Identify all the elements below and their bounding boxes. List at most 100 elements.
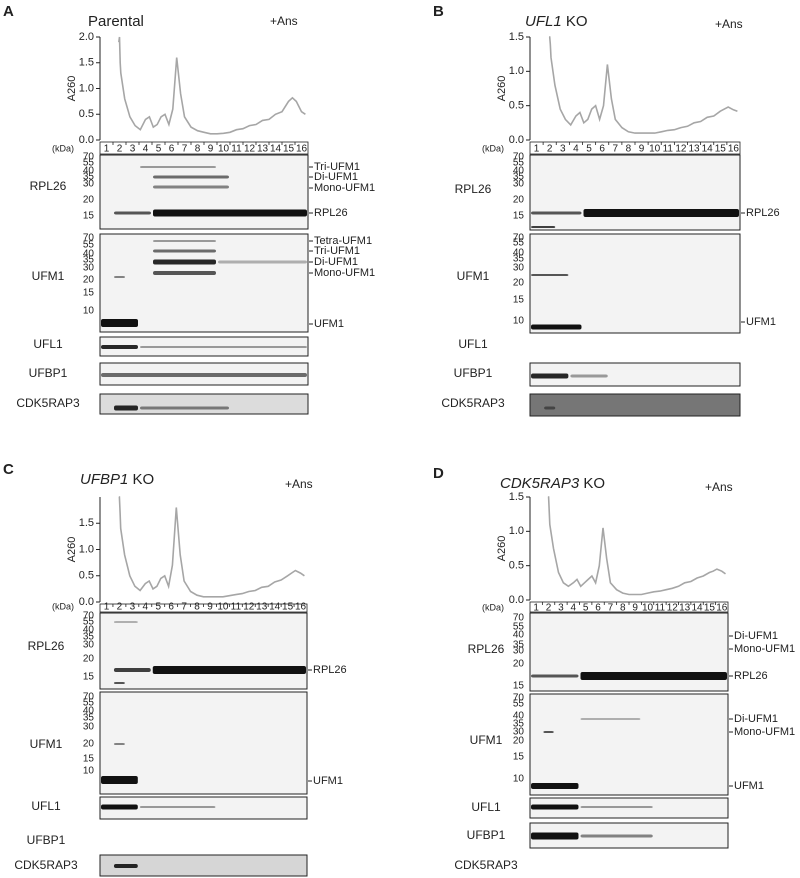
- kda-marker: 35: [83, 713, 95, 724]
- band: [543, 731, 554, 733]
- blot-name: UFBP1: [454, 366, 493, 380]
- lane-number: 9: [207, 602, 213, 613]
- kda-marker: 70: [83, 611, 95, 622]
- y-tick-label: 1.0: [79, 82, 94, 94]
- lane-number: 8: [620, 603, 626, 614]
- annotation: +Ans: [285, 477, 313, 491]
- band-label: Di-UFM1: [314, 171, 358, 183]
- blot-name: RPL26: [30, 179, 67, 193]
- lane-number: 16: [728, 144, 740, 155]
- blot-name: UFBP1: [467, 828, 506, 842]
- band: [153, 259, 216, 265]
- lane-number: 2: [117, 602, 123, 613]
- kda-marker: 40: [513, 166, 525, 177]
- band-label: Di-UFM1: [734, 630, 778, 642]
- band-label: UFM1: [313, 775, 343, 787]
- kda-marker: 30: [513, 646, 525, 657]
- band-label: RPL26: [314, 207, 348, 219]
- band-label: Tetra-UFM1: [314, 235, 372, 247]
- blot-name: UFM1: [457, 269, 490, 283]
- annotation: +Ans: [715, 17, 743, 31]
- band: [113, 682, 125, 684]
- profile-line: [547, 496, 726, 596]
- lane-number: 4: [143, 144, 149, 155]
- kda-marker: 35: [513, 640, 525, 651]
- kda-marker: 10: [83, 306, 95, 317]
- kda-marker: 55: [83, 617, 95, 628]
- panel-title: CDK5RAP3 KO: [500, 475, 605, 492]
- y-tick-label: 1.5: [509, 491, 524, 503]
- band: [114, 211, 151, 215]
- lane-number: 15: [704, 603, 716, 614]
- lane-number: 7: [613, 144, 619, 155]
- y-tick-label: 0.0: [509, 134, 524, 146]
- band-label: RPL26: [313, 664, 347, 676]
- band: [140, 166, 216, 168]
- band: [114, 405, 138, 411]
- kda-marker: 20: [83, 195, 95, 206]
- kda-marker: 20: [513, 195, 525, 206]
- band-label: UFM1: [734, 780, 764, 792]
- lane-number: 10: [649, 144, 661, 155]
- lane-number: 13: [689, 144, 701, 155]
- band-label: Mono-UFM1: [314, 267, 375, 279]
- blot-name: UFBP1: [27, 833, 66, 847]
- lane-number: 12: [667, 603, 679, 614]
- kda-marker: 15: [83, 211, 95, 222]
- lane-number: 5: [155, 602, 161, 613]
- band-label: Di-UFM1: [734, 713, 778, 725]
- y-tick-label: 0.0: [509, 594, 524, 606]
- kda-marker: 15: [513, 295, 525, 306]
- lane-number: 13: [256, 602, 268, 613]
- blot: [529, 797, 729, 819]
- blot: [529, 154, 741, 231]
- band: [153, 240, 216, 242]
- band-label: Tri-UFM1: [314, 245, 360, 257]
- y-axis-label: A260: [66, 76, 78, 102]
- kda-marker: 20: [83, 654, 95, 665]
- y-tick-label: 0.0: [79, 134, 94, 146]
- lane-number: 2: [547, 144, 553, 155]
- band: [152, 666, 306, 674]
- band: [101, 319, 138, 327]
- band: [101, 373, 307, 377]
- kda-marker: 55: [513, 622, 525, 633]
- kda-marker: 40: [83, 625, 95, 636]
- band-label: Mono-UFM1: [734, 643, 795, 655]
- lane-number: 9: [208, 144, 214, 155]
- band: [153, 185, 229, 189]
- lane-number: 12: [675, 144, 687, 155]
- y-axis-label: A260: [496, 76, 508, 102]
- kda-marker: 35: [83, 255, 95, 266]
- blot-name: CDK5RAP3: [441, 396, 505, 410]
- kda-marker: 40: [83, 706, 95, 717]
- band: [218, 260, 307, 264]
- band: [570, 374, 608, 378]
- lane-number: 10: [218, 144, 230, 155]
- kda-marker: 30: [513, 179, 525, 190]
- kda-marker: 70: [83, 692, 95, 703]
- blot-name: RPL26: [28, 639, 65, 653]
- blot-name: UFL1: [31, 799, 61, 813]
- kda-marker: 15: [83, 672, 95, 683]
- kda-marker: 70: [513, 693, 525, 704]
- lane-number: 16: [716, 603, 728, 614]
- lane-number: 2: [117, 144, 123, 155]
- kda-marker: 30: [83, 263, 95, 274]
- lane-number: 4: [571, 603, 577, 614]
- y-tick-label: 0.5: [509, 100, 524, 112]
- panel-letter: B: [433, 3, 444, 20]
- kda-marker: 55: [83, 158, 95, 169]
- y-tick-label: 1.5: [79, 517, 94, 529]
- kda-marker: 20: [513, 659, 525, 670]
- title-text: KO: [566, 13, 588, 30]
- lane-number: 6: [595, 603, 601, 614]
- lane-number: 3: [130, 144, 136, 155]
- blot-name: RPL26: [468, 642, 505, 656]
- y-axis-label: A260: [66, 537, 78, 563]
- band: [140, 406, 229, 410]
- blot-name: UFL1: [33, 337, 63, 351]
- band: [113, 621, 138, 623]
- blot: [529, 233, 741, 334]
